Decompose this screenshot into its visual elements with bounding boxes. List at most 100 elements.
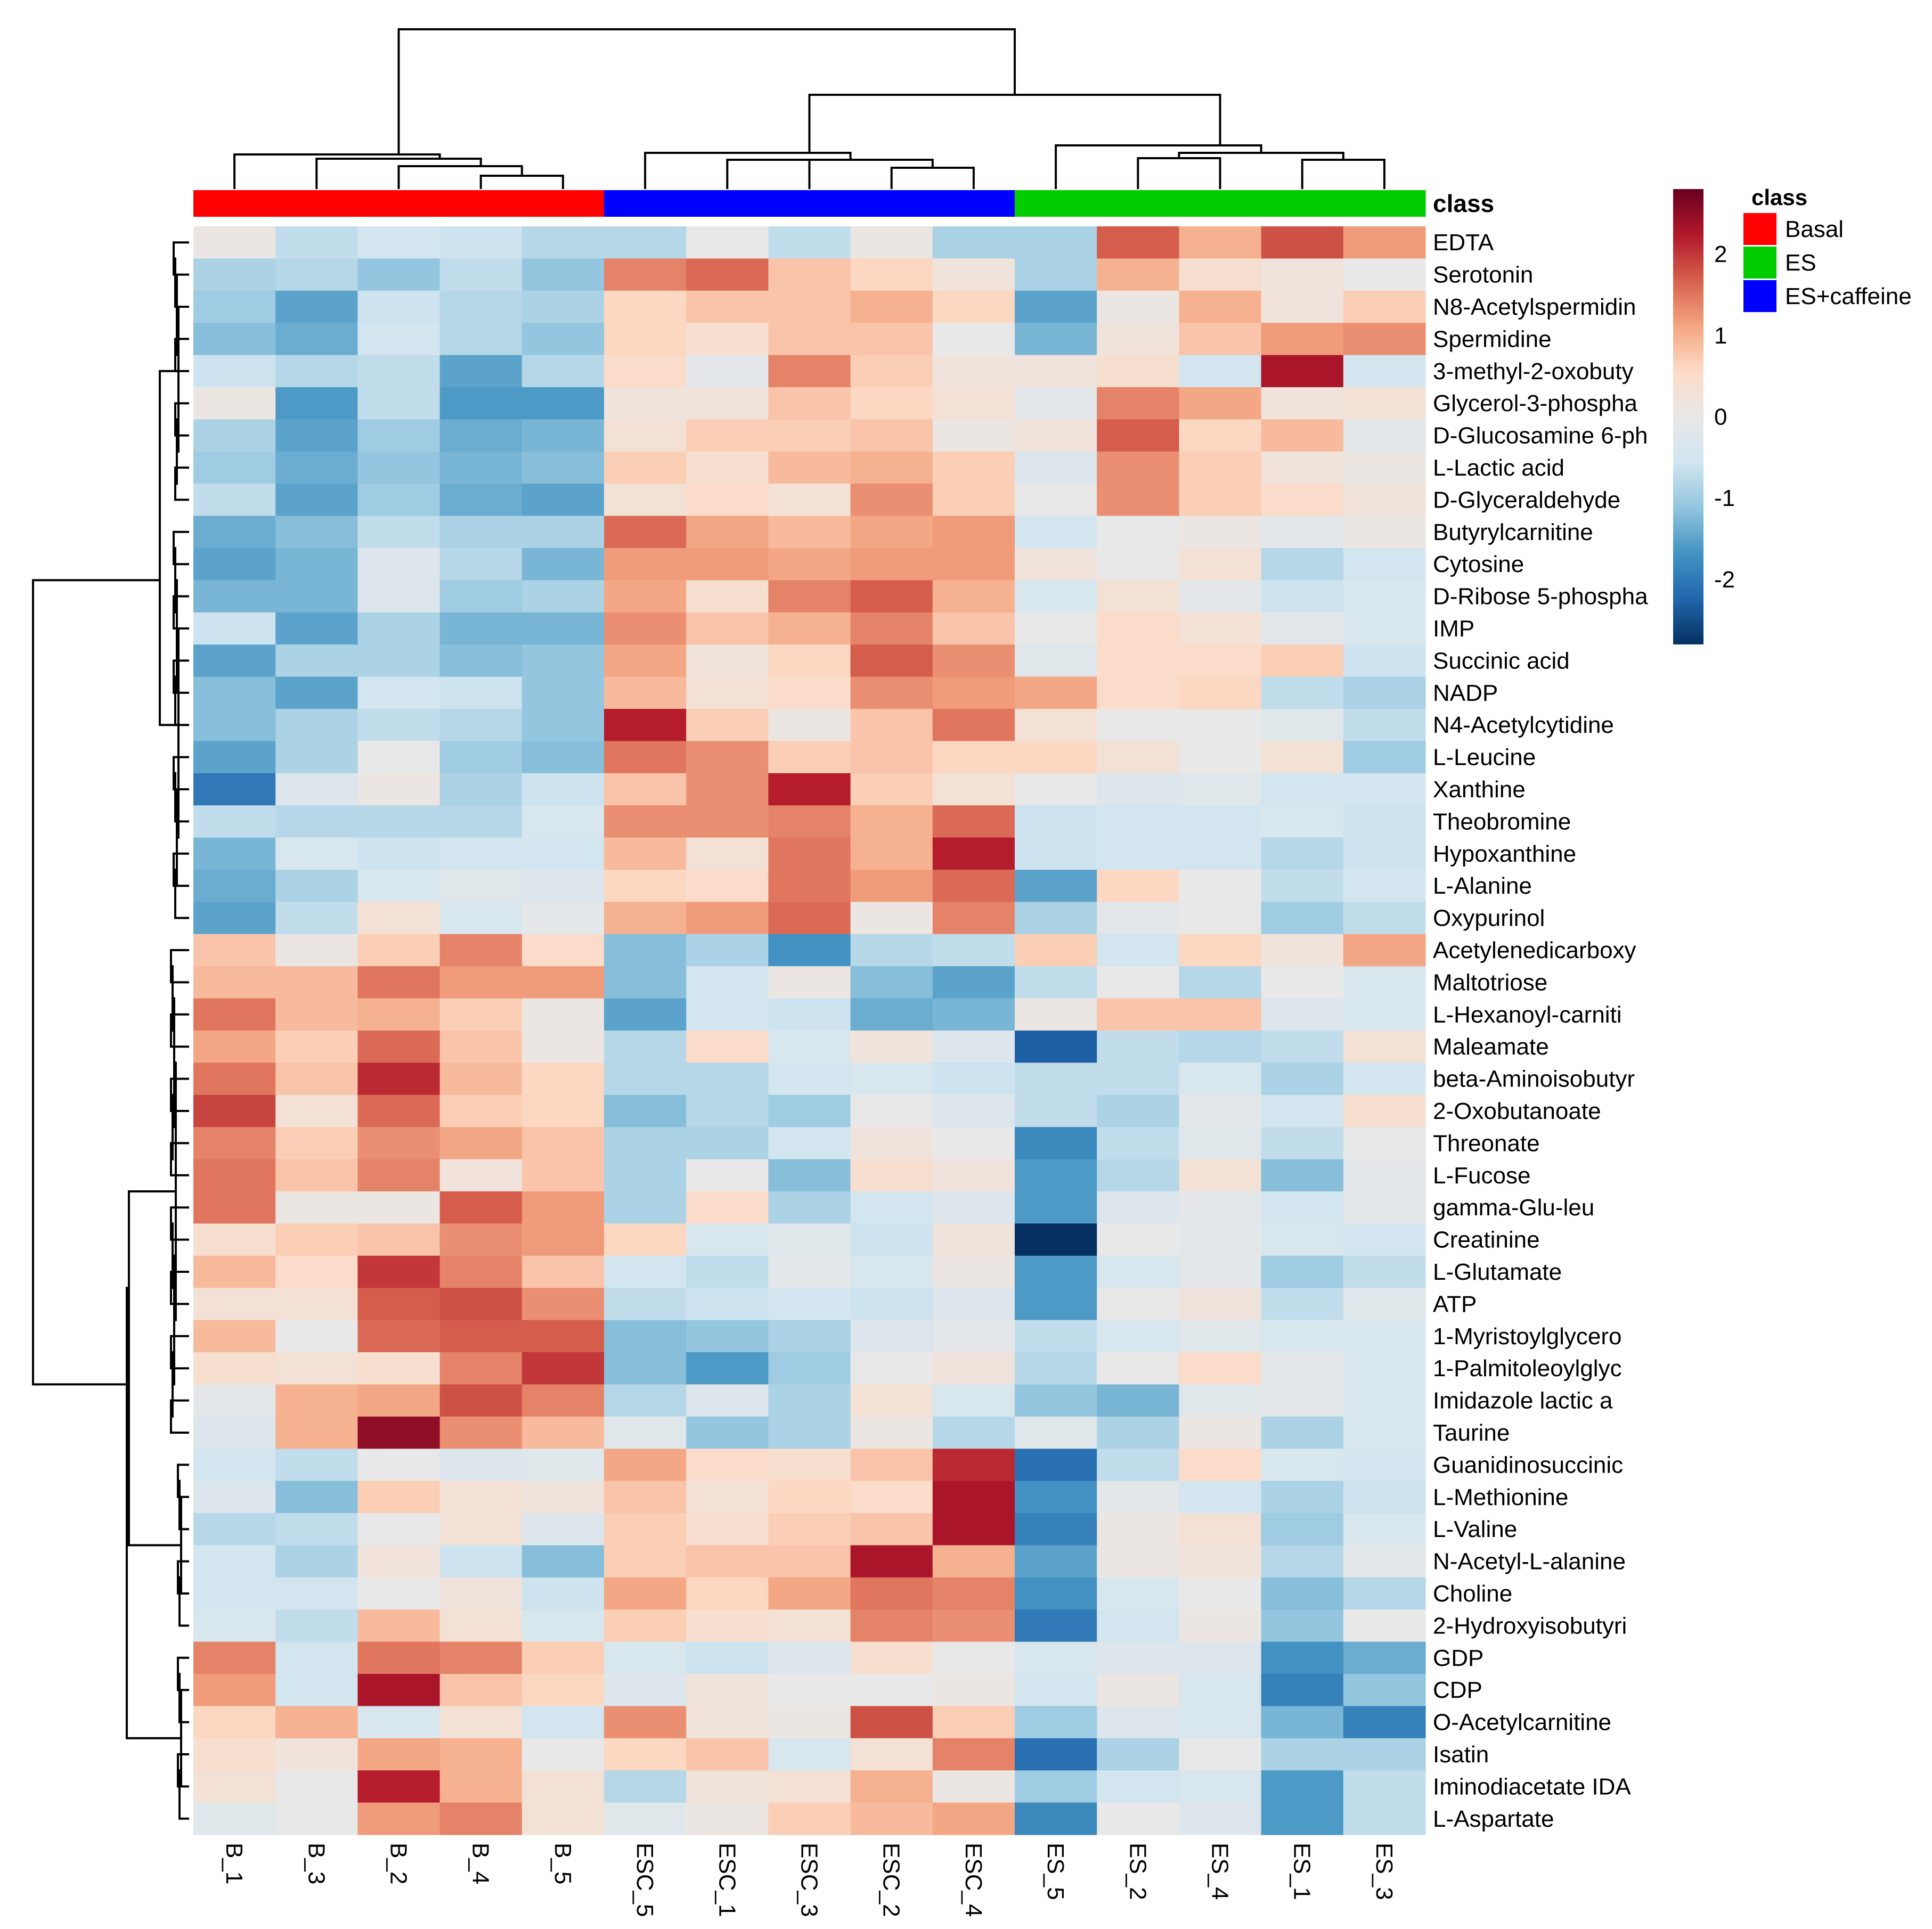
row-dendrogram [32, 241, 189, 1820]
heatmap-cell [850, 323, 933, 356]
heatmap-cell [604, 1223, 687, 1256]
heatmap-cell [521, 870, 605, 902]
row-label: N8-Acetylspermidin [1433, 294, 1636, 320]
heatmap-cell [1179, 644, 1262, 677]
heatmap-cell [357, 1416, 441, 1449]
heatmap-cell [850, 1031, 933, 1063]
heatmap-cell [521, 580, 605, 613]
heatmap-cell [686, 1094, 769, 1127]
heatmap-cell [1179, 1191, 1262, 1224]
heatmap-cell [1097, 1191, 1179, 1224]
class-bar-segment [1097, 190, 1179, 217]
heatmap-cell [357, 1513, 441, 1546]
row-label: L-Alanine [1433, 873, 1532, 899]
heatmap-cell [1179, 1320, 1262, 1353]
heatmap-cell [439, 741, 523, 774]
heatmap-cell [193, 451, 276, 484]
heatmap-cell [521, 1802, 605, 1835]
heatmap-cell [686, 419, 769, 452]
heatmap-cell [1261, 1706, 1344, 1739]
heatmap-cell [439, 644, 523, 677]
heatmap-cell [357, 998, 441, 1031]
legend-title: class [1751, 185, 1807, 210]
heatmap-cell [686, 580, 769, 613]
heatmap-cell [686, 1609, 769, 1642]
heatmap-cell [686, 1738, 769, 1771]
heatmap-cell [604, 1320, 687, 1353]
heatmap-cell [1179, 676, 1262, 709]
heatmap-cell [850, 870, 933, 902]
heatmap-cell [193, 773, 276, 806]
heatmap-cell [193, 741, 276, 774]
dendrogram-link [174, 869, 189, 919]
heatmap-cell [1015, 1127, 1097, 1160]
heatmap-cell [521, 1416, 605, 1449]
heatmap-cell [686, 1320, 769, 1353]
heatmap-cell [1179, 387, 1262, 420]
heatmap-cell [1343, 709, 1426, 741]
heatmap-cell [768, 1031, 851, 1063]
heatmap-cell [686, 355, 769, 388]
heatmap-cell [275, 1127, 358, 1160]
heatmap-cell [604, 1641, 687, 1674]
heatmap-cell [850, 1609, 933, 1642]
heatmap-cell [768, 1191, 851, 1224]
heatmap-cell [521, 1513, 605, 1546]
heatmap-cell [1097, 1545, 1179, 1578]
heatmap-cell [1343, 1738, 1426, 1771]
colorbar-gradient [1673, 189, 1703, 644]
dendrogram-link [170, 1399, 189, 1434]
heatmap-cell [193, 419, 276, 452]
heatmap-cell [604, 1416, 687, 1449]
heatmap-cell [521, 998, 605, 1031]
heatmap-cell [932, 1449, 1015, 1482]
heatmap-cell [521, 1641, 605, 1674]
heatmap-cell [1343, 1641, 1426, 1674]
heatmap-cell [357, 451, 441, 484]
heatmap-cell [1261, 1127, 1344, 1160]
heatmap-cell [932, 1384, 1015, 1417]
heatmap-cell [850, 902, 933, 935]
dendrogram-link [174, 772, 189, 823]
heatmap-cell [1015, 612, 1097, 645]
heatmap-cell [850, 1416, 933, 1449]
heatmap-cell [850, 419, 933, 452]
row-label: N-Acetyl-L-alanine [1433, 1549, 1626, 1575]
heatmap-cell [932, 1577, 1015, 1610]
heatmap-cell [357, 290, 441, 323]
heatmap-cell [1179, 709, 1262, 741]
heatmap-cell [275, 805, 358, 838]
heatmap-cell [521, 612, 605, 645]
heatmap-cell [1015, 870, 1097, 902]
heatmap-cell [357, 805, 441, 838]
column-label: B_3 [303, 1843, 329, 1884]
heatmap-cell [1015, 966, 1097, 999]
heatmap-cell [439, 1674, 523, 1706]
dendrogram-link [177, 306, 180, 453]
heatmap-cell [768, 1094, 851, 1127]
heatmap-cell [1261, 644, 1344, 677]
heatmap-cell [768, 1416, 851, 1449]
heatmap-cell [1343, 1449, 1426, 1482]
heatmap-cell [1097, 387, 1179, 420]
heatmap-cell [275, 1641, 358, 1674]
heatmap-cell [686, 1223, 769, 1256]
heatmap-cell [1097, 1320, 1179, 1353]
heatmap-cell [1343, 1384, 1426, 1417]
heatmap-cell [357, 1545, 441, 1578]
heatmap-cell [1179, 837, 1262, 870]
row-label: Threonate [1433, 1130, 1540, 1156]
heatmap-cell [768, 966, 851, 999]
heatmap-cell [1015, 676, 1097, 709]
heatmap-cell [604, 741, 687, 774]
heatmap-cell [1179, 355, 1262, 388]
heatmap-cell [1015, 644, 1097, 677]
heatmap-cell [1343, 837, 1426, 870]
heatmap-cell [1343, 805, 1426, 838]
heatmap-cell [932, 676, 1015, 709]
heatmap-cell [1179, 1352, 1262, 1385]
heatmap-cell [357, 1802, 441, 1835]
dendrogram-link [178, 1769, 189, 1820]
heatmap-cell [850, 1384, 933, 1417]
row-label: Maltotriose [1433, 969, 1547, 995]
